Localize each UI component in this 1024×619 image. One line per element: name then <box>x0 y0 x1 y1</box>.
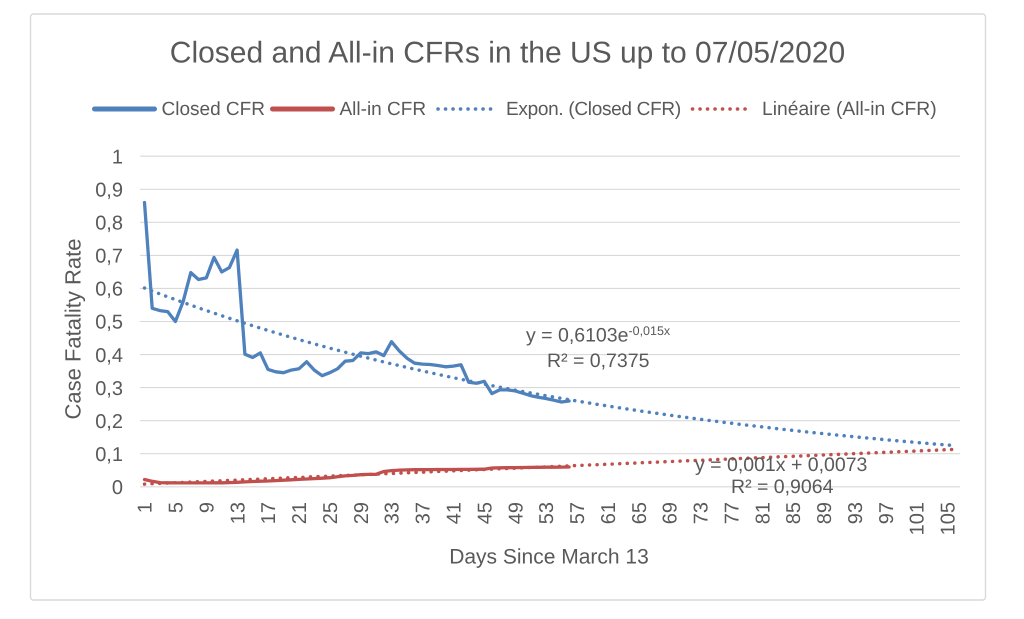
svg-text:Case Fatality Rate: Case Fatality Rate <box>61 239 86 420</box>
svg-text:13: 13 <box>227 502 249 524</box>
svg-text:0,6: 0,6 <box>95 279 123 301</box>
svg-text:1: 1 <box>135 502 157 513</box>
svg-text:97: 97 <box>876 502 898 524</box>
svg-text:41: 41 <box>444 502 466 524</box>
svg-text:0,5: 0,5 <box>95 312 123 334</box>
svg-text:All-in CFR: All-in CFR <box>340 99 427 120</box>
svg-text:Expon. (Closed CFR): Expon. (Closed CFR) <box>506 99 681 120</box>
svg-text:77: 77 <box>721 502 743 524</box>
svg-text:33: 33 <box>382 502 404 524</box>
svg-text:R² = 0,9064: R² = 0,9064 <box>731 476 834 498</box>
svg-text:37: 37 <box>413 502 435 524</box>
svg-text:y = 0,001x + 0,0073: y = 0,001x + 0,0073 <box>695 454 867 476</box>
svg-text:0,1: 0,1 <box>95 444 123 466</box>
svg-text:49: 49 <box>505 502 527 524</box>
svg-text:Days Since March 13: Days Since March 13 <box>449 546 649 569</box>
svg-text:53: 53 <box>536 502 558 524</box>
svg-text:0,8: 0,8 <box>95 213 123 235</box>
svg-text:0,2: 0,2 <box>95 411 123 433</box>
svg-text:57: 57 <box>567 502 589 524</box>
svg-text:61: 61 <box>598 502 620 524</box>
svg-text:21: 21 <box>289 502 311 524</box>
svg-text:0,7: 0,7 <box>95 246 123 268</box>
svg-text:1: 1 <box>112 146 123 168</box>
svg-text:29: 29 <box>351 502 373 524</box>
svg-text:0,4: 0,4 <box>95 345 123 367</box>
svg-text:0: 0 <box>112 477 123 499</box>
svg-text:5: 5 <box>166 502 188 513</box>
svg-text:89: 89 <box>814 502 836 524</box>
svg-text:0,3: 0,3 <box>95 378 123 400</box>
svg-text:69: 69 <box>660 502 682 524</box>
svg-text:81: 81 <box>752 502 774 524</box>
svg-text:0,9: 0,9 <box>95 180 123 202</box>
svg-text:93: 93 <box>845 502 867 524</box>
svg-text:17: 17 <box>258 502 280 524</box>
svg-text:45: 45 <box>474 502 496 524</box>
svg-text:25: 25 <box>320 502 342 524</box>
svg-text:73: 73 <box>691 502 713 524</box>
svg-text:9: 9 <box>197 502 219 513</box>
svg-text:65: 65 <box>629 502 651 524</box>
svg-text:105: 105 <box>938 502 960 535</box>
svg-text:Closed and All-in CFRs in the: Closed and All-in CFRs in the US up to 0… <box>170 37 845 70</box>
svg-text:R² = 0,7375: R² = 0,7375 <box>547 350 650 372</box>
svg-text:Closed CFR: Closed CFR <box>162 99 265 120</box>
svg-text:Linéaire (All-in CFR): Linéaire (All-in CFR) <box>762 99 937 120</box>
svg-text:101: 101 <box>907 502 929 535</box>
svg-text:85: 85 <box>783 502 805 524</box>
